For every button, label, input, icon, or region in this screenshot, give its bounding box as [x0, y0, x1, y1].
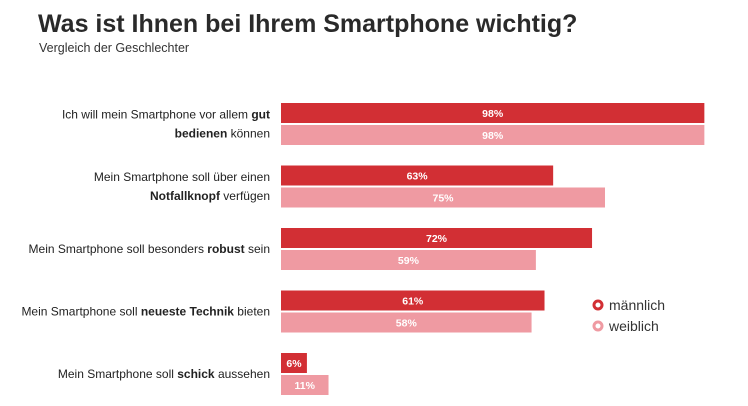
bar-maennlich: [281, 353, 307, 373]
bar-weiblich: [281, 187, 605, 208]
value-label: 75%: [432, 193, 454, 205]
category-label: Mein Smartphone soll über einen Notfallkn…: [94, 170, 270, 203]
bar-maennlich: [281, 165, 554, 186]
bar-weiblich: [281, 250, 536, 270]
value-label: 98%: [482, 130, 504, 142]
bar-weiblich: [281, 312, 532, 333]
category-label: Mein Smartphone soll schick aussehen: [58, 367, 270, 381]
bar-maennlich: [281, 103, 705, 123]
value-label: 11%: [295, 380, 316, 392]
value-label: 98%: [482, 108, 504, 120]
category-label: Mein Smartphone soll besonders robust se…: [29, 242, 270, 256]
bar-weiblich: [281, 375, 329, 395]
value-label: 58%: [396, 318, 418, 330]
legend-marker-weiblich: [592, 320, 604, 332]
value-label: 61%: [402, 296, 424, 308]
category-label: Ich will mein Smartphone vor allem gut be…: [62, 108, 270, 141]
chart-title: Was ist Ihnen bei Ihrem Smartphone wicht…: [38, 10, 578, 38]
value-label: 63%: [407, 171, 429, 183]
value-label: 72%: [426, 233, 448, 245]
legend-marker-maennlich: [592, 299, 604, 311]
bar-weiblich: [281, 125, 705, 145]
legend-label-weiblich: weiblich: [608, 318, 659, 334]
value-label: 6%: [286, 358, 302, 370]
value-label: 59%: [398, 255, 420, 267]
category-label: Mein Smartphone soll neueste Technik bie…: [21, 305, 270, 319]
bar-maennlich: [281, 228, 593, 248]
bar-maennlich: [281, 290, 545, 311]
legend-label-maennlich: männlich: [609, 297, 665, 313]
chart-subtitle: Vergleich der Geschlechter: [39, 41, 190, 55]
